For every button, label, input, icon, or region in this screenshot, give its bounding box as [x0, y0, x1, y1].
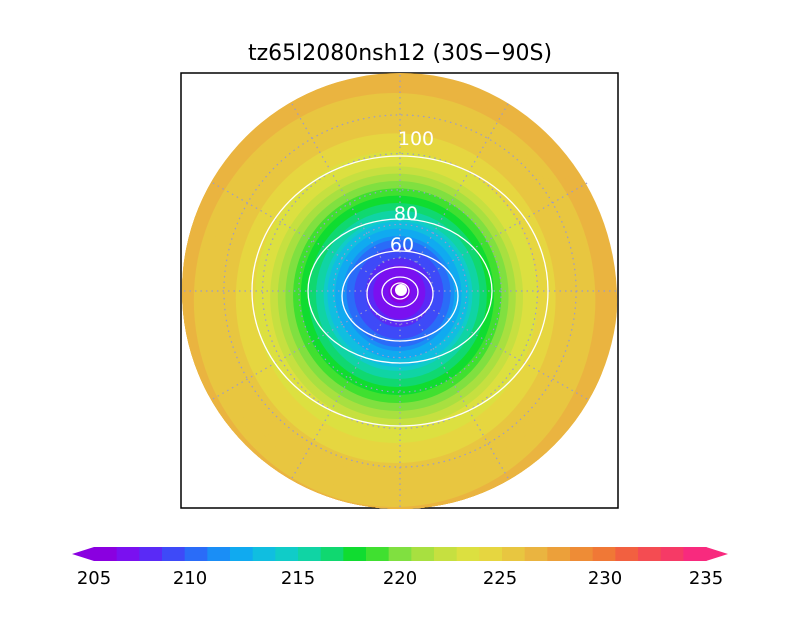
meridian-line: [290, 319, 385, 481]
contour-labels: 100 80 60: [390, 128, 434, 256]
colorbar-swatch: [456, 547, 480, 561]
contour-label-60: 60: [390, 234, 414, 256]
colorbar-tick-label: 235: [689, 568, 723, 589]
colorbar-swatch: [298, 547, 322, 561]
meridian-line: [428, 306, 590, 401]
colorbar-swatch: [162, 547, 186, 561]
meridian-line: [428, 181, 590, 276]
latitude-circle: [298, 189, 502, 393]
colorbar-swatch: [592, 547, 616, 561]
map-title: tz65l2080nsh12 (30S−90S): [248, 41, 552, 66]
contour-lines: [251, 155, 549, 427]
colorbar-tick-label: 205: [77, 568, 111, 589]
colorbar-swatch: [320, 547, 344, 561]
colorbar-swatch: [638, 547, 662, 561]
meridian-line: [415, 319, 510, 481]
colorbar-swatch: [615, 547, 639, 561]
colorbar-swatch: [207, 547, 231, 561]
contour-line: [390, 282, 410, 300]
meridian-line: [290, 101, 385, 263]
contour-line: [381, 276, 419, 308]
contour-label-80: 80: [394, 203, 418, 225]
contour-line: [366, 266, 434, 322]
colorbar-swatch: [366, 547, 390, 561]
colorbar-tick-label: 230: [588, 568, 622, 589]
colorbar-swatch: [116, 547, 140, 561]
colorbar-swatch: [343, 547, 367, 561]
temperature-field: [182, 73, 618, 509]
colorbar-swatch: [411, 547, 435, 561]
colorbar-tick-label: 210: [173, 568, 207, 589]
pole-marker: [395, 284, 407, 296]
polar-disk: [182, 73, 618, 509]
colorbar-swatch: [660, 547, 684, 561]
colorbar-swatch: [184, 547, 208, 561]
colorbar-swatch: [524, 547, 548, 561]
contour-line: [307, 218, 493, 364]
colorbar-swatch: [388, 547, 412, 561]
colorbar: [72, 547, 728, 561]
colorbar-swatch: [94, 547, 118, 561]
colorbar-swatch: [547, 547, 571, 561]
colorbar-tick-label: 215: [281, 568, 315, 589]
colorbar-tick-labels: 205 210 215 220 225 230 235: [77, 568, 723, 589]
colorbar-tick-label: 225: [483, 568, 517, 589]
colorbar-swatch: [683, 547, 707, 561]
meridian-line: [210, 181, 372, 276]
colorbar-extend-low: [72, 547, 94, 561]
colorbar-swatch: [570, 547, 594, 561]
colorbar-extend-high: [706, 547, 728, 561]
colorbar-swatch: [275, 547, 299, 561]
meridian-line: [210, 306, 372, 401]
colorbar-swatch: [479, 547, 503, 561]
contour-line: [251, 155, 549, 427]
colorbar-swatch: [434, 547, 458, 561]
colorbar-tick-label: 220: [383, 568, 417, 589]
contour-label-100: 100: [398, 128, 434, 150]
meridian-line: [415, 101, 510, 263]
colorbar-swatch: [252, 547, 276, 561]
colorbar-swatch: [230, 547, 254, 561]
colorbar-swatch: [502, 547, 526, 561]
lat-lon-grid: [182, 73, 618, 509]
colorbar-swatch: [139, 547, 163, 561]
latitude-circle: [261, 152, 539, 430]
contour-line: [341, 250, 459, 342]
